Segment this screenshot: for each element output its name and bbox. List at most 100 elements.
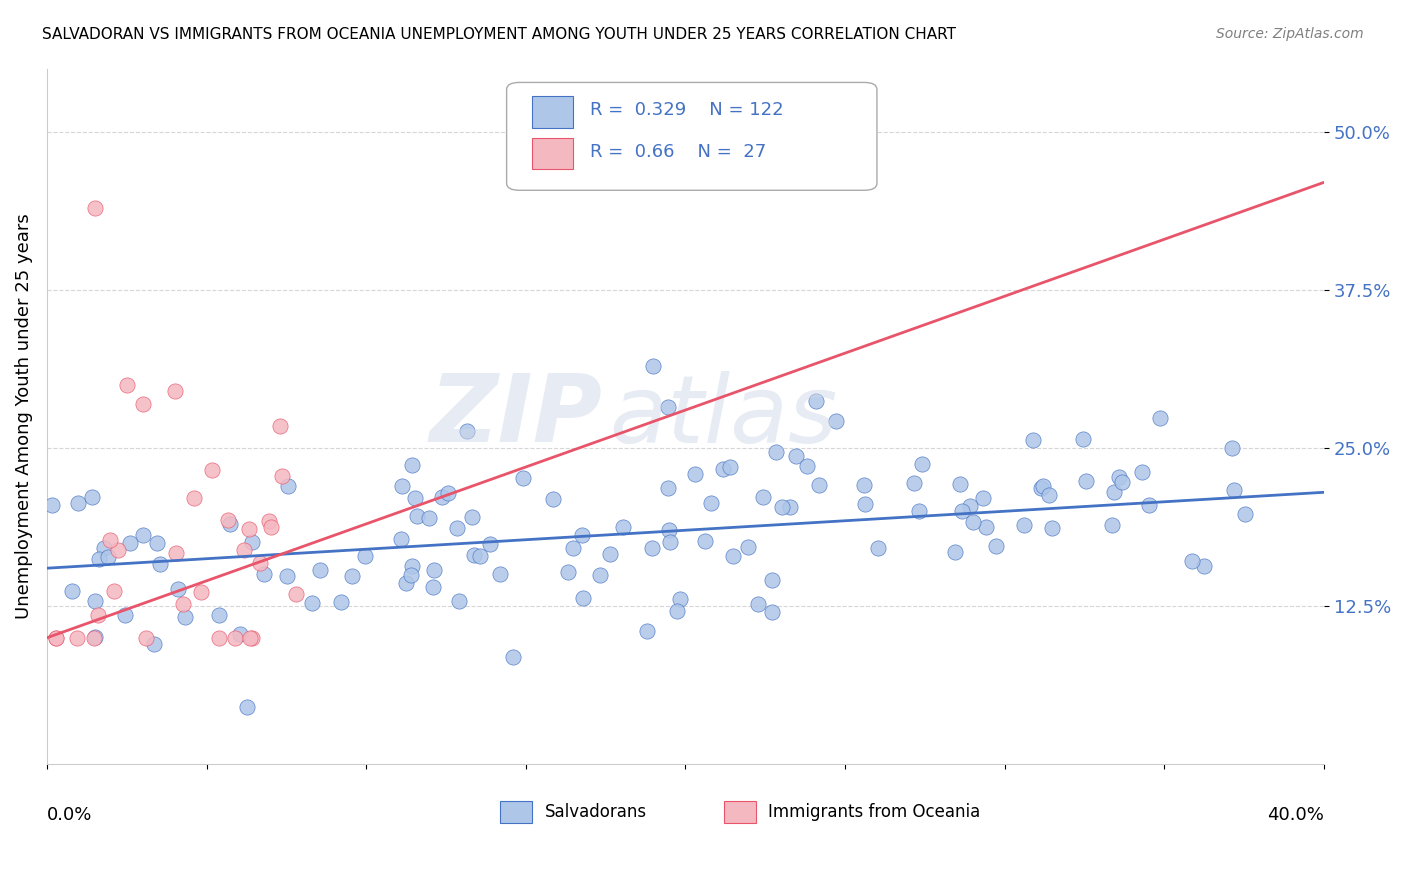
Point [589, 568, 612, 582]
Point [456, 424, 478, 438]
Text: Immigrants from Oceania: Immigrants from Oceania [769, 803, 980, 821]
Point [852, 478, 875, 492]
Point [1223, 483, 1246, 497]
Point [562, 541, 585, 555]
Point [959, 500, 981, 514]
Point [1234, 507, 1257, 521]
Point [131, 397, 153, 411]
Point [114, 608, 136, 623]
Point [1040, 521, 1063, 535]
Point [66, 496, 89, 510]
Point [437, 486, 460, 500]
Point [418, 511, 440, 525]
Point [401, 458, 423, 472]
Point [404, 491, 426, 506]
Point [115, 377, 138, 392]
Point [666, 604, 689, 618]
Point [640, 541, 662, 555]
Point [232, 542, 254, 557]
Point [461, 510, 484, 524]
Point [66, 631, 89, 645]
Point [284, 587, 307, 601]
Point [132, 527, 155, 541]
Point [174, 609, 197, 624]
Text: 40.0%: 40.0% [1267, 806, 1324, 824]
Point [83, 631, 105, 645]
Point [83, 201, 105, 215]
Point [41, 499, 63, 513]
Point [943, 544, 966, 558]
Point [752, 490, 775, 504]
Point [84, 630, 107, 644]
Point [224, 631, 246, 645]
Point [1108, 470, 1130, 484]
Point [236, 700, 259, 714]
Point [612, 520, 634, 534]
Text: 0.0%: 0.0% [46, 806, 93, 824]
Y-axis label: Unemployment Among Youth under 25 years: Unemployment Among Youth under 25 years [15, 213, 32, 619]
Point [80, 491, 103, 505]
Point [406, 508, 429, 523]
Point [637, 624, 659, 638]
Point [190, 584, 212, 599]
Point [1220, 441, 1243, 455]
Text: ZIP: ZIP [429, 370, 602, 462]
Point [572, 591, 595, 606]
Point [422, 580, 444, 594]
Point [270, 469, 292, 483]
Point [1076, 475, 1098, 489]
Point [143, 637, 166, 651]
Point [1130, 465, 1153, 479]
Point [911, 458, 934, 472]
Point [658, 534, 681, 549]
Point [167, 582, 190, 597]
Point [502, 649, 524, 664]
Point [260, 520, 283, 534]
Point [825, 414, 848, 428]
FancyBboxPatch shape [531, 96, 574, 128]
Point [868, 541, 890, 555]
Point [423, 562, 446, 576]
Point [1029, 481, 1052, 495]
Point [277, 479, 299, 493]
Point [643, 359, 665, 373]
Point [1181, 554, 1204, 568]
Point [308, 563, 330, 577]
Point [399, 568, 422, 582]
Point [340, 569, 363, 583]
Point [86, 607, 108, 622]
Point [391, 479, 413, 493]
Point [512, 471, 534, 485]
FancyBboxPatch shape [724, 801, 755, 823]
Point [447, 594, 470, 608]
Point [97, 549, 120, 564]
Point [163, 384, 186, 398]
Text: Salvadorans: Salvadorans [546, 803, 647, 821]
Point [201, 463, 224, 477]
Point [770, 500, 793, 514]
Point [240, 535, 263, 549]
Point [217, 513, 239, 527]
Point [103, 584, 125, 599]
Point [269, 419, 291, 434]
Point [89, 552, 111, 566]
Point [785, 449, 807, 463]
Point [658, 523, 681, 537]
Point [240, 631, 263, 645]
Point [1012, 517, 1035, 532]
Point [45, 631, 67, 645]
Point [1038, 488, 1060, 502]
Text: SALVADORAN VS IMMIGRANTS FROM OCEANIA UNEMPLOYMENT AMONG YOUTH UNDER 25 YEARS CO: SALVADORAN VS IMMIGRANTS FROM OCEANIA UN… [42, 27, 956, 42]
Point [1071, 432, 1094, 446]
Point [765, 444, 787, 458]
Point [329, 595, 352, 609]
Point [949, 477, 972, 491]
Point [83, 594, 105, 608]
Point [779, 500, 801, 514]
Point [903, 475, 925, 490]
Point [950, 504, 973, 518]
Text: atlas: atlas [609, 371, 837, 462]
Point [761, 605, 783, 619]
Point [93, 541, 115, 555]
Point [721, 549, 744, 564]
